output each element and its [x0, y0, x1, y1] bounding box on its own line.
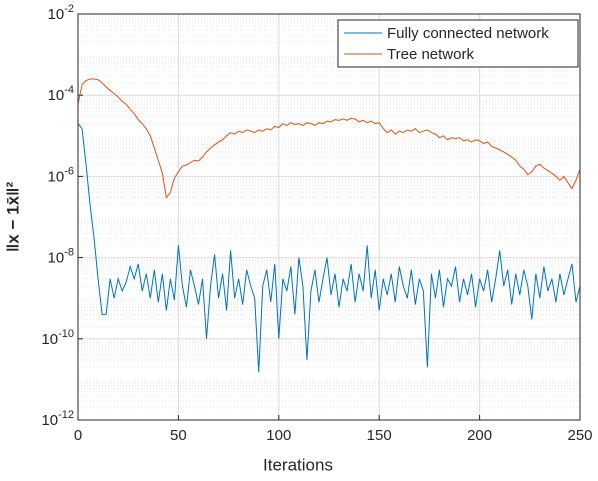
- data-line: [77, 78, 581, 199]
- x-axis-label: Iterations: [263, 455, 333, 474]
- axes-box: [77, 13, 581, 421]
- x-tick-label: 150: [367, 427, 392, 444]
- x-tick-label: 100: [266, 427, 291, 444]
- y-tick-label: 10-8: [48, 247, 74, 267]
- x-tick-label: 50: [170, 427, 187, 444]
- y-tick-label: 10-12: [41, 409, 74, 429]
- y-tick-label: 10-4: [48, 84, 74, 104]
- y-tick-label: 10-6: [48, 165, 74, 185]
- legend-label: Fully connected network: [387, 25, 549, 42]
- x-tick-label: 0: [74, 427, 82, 444]
- y-tick-label: 10-2: [48, 3, 74, 23]
- x-tick-label: 250: [567, 427, 592, 444]
- legend-label: Tree network: [387, 46, 474, 63]
- y-tick-label: 10-10: [41, 328, 74, 348]
- legend-box: [337, 19, 579, 68]
- x-tick-label: 200: [467, 427, 492, 444]
- y-axis-label: ‖x − 1x̄‖²: [3, 182, 22, 253]
- data-line: [77, 123, 581, 373]
